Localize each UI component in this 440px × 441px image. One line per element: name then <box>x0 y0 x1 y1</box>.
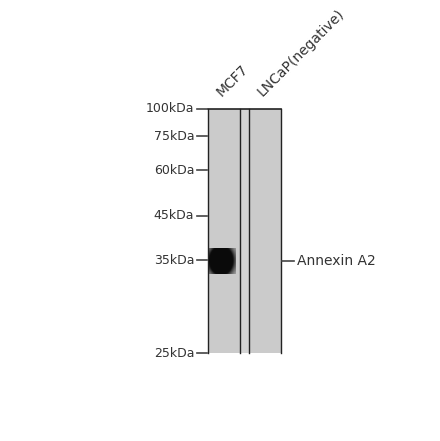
Text: LNCaP(negative): LNCaP(negative) <box>255 7 347 99</box>
Text: 60kDa: 60kDa <box>154 164 194 176</box>
Text: Annexin A2: Annexin A2 <box>297 254 376 268</box>
Bar <box>249 109 281 353</box>
Text: 35kDa: 35kDa <box>154 254 194 266</box>
Bar <box>208 109 240 353</box>
Text: 100kDa: 100kDa <box>146 102 194 116</box>
Text: MCF7: MCF7 <box>214 62 251 99</box>
Bar <box>208 109 281 353</box>
Text: 25kDa: 25kDa <box>154 347 194 360</box>
Text: 45kDa: 45kDa <box>154 209 194 222</box>
Text: 75kDa: 75kDa <box>154 130 194 142</box>
